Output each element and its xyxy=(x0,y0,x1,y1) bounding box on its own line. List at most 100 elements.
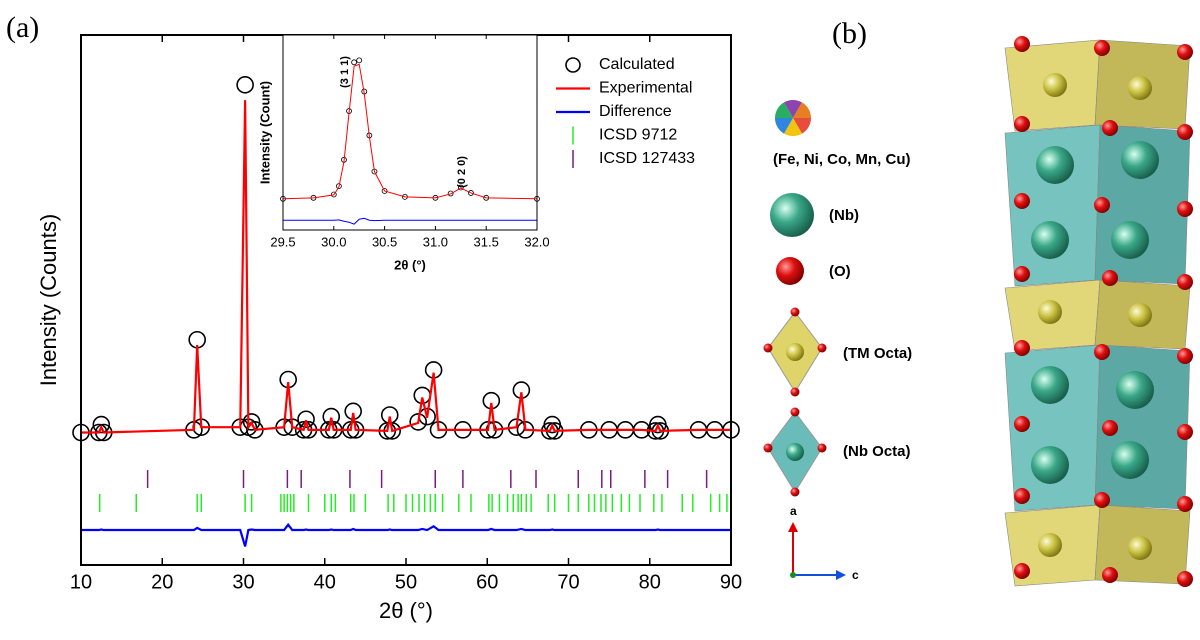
panel-label: (b) xyxy=(832,17,867,50)
o-atom xyxy=(1102,270,1118,286)
o-atom xyxy=(1014,563,1030,579)
o-atom xyxy=(1014,116,1030,132)
nb-atom xyxy=(1031,366,1069,404)
nb-atom xyxy=(1031,221,1069,259)
legend-sphere-wedge xyxy=(775,102,793,118)
data-point xyxy=(322,407,341,426)
legend-text: (O) xyxy=(829,263,851,280)
data-point xyxy=(409,413,427,431)
peak-annotation: (3 1 1) xyxy=(339,56,351,88)
o-atom xyxy=(1177,44,1193,60)
legend-sphere xyxy=(776,257,804,285)
o-atom xyxy=(1014,340,1030,356)
legend-label: ICSD 127433 xyxy=(599,150,695,167)
y-axis-label: Intensity (Count) xyxy=(257,81,272,184)
chart: 29.5 30.0 30.5 31.0 31.5 32.0 2θ (°) Intensity … xyxy=(257,34,550,272)
arrow-head xyxy=(788,522,798,532)
data-point xyxy=(330,191,337,198)
tm-atom xyxy=(1038,300,1062,324)
crystal-structure xyxy=(1004,36,1193,587)
nb-atom xyxy=(1121,141,1159,179)
legend-text: (Nb) xyxy=(829,207,859,224)
o-atom xyxy=(1094,40,1110,56)
o-atom xyxy=(1177,424,1193,440)
x-tick-label: 30.0 xyxy=(321,234,346,249)
legend-text: (Nb Octa) xyxy=(843,443,911,460)
legend-label: ICSD 9712 xyxy=(599,127,677,144)
legend-sphere xyxy=(763,443,773,453)
data-point xyxy=(236,76,254,94)
nb-atom xyxy=(1031,446,1069,484)
structure-legend: (Fe, Ni, Co, Mn, Cu) (Nb) (O) (TM Octa) … xyxy=(763,100,912,582)
legend-sphere-wedge xyxy=(784,100,802,118)
legend-sphere xyxy=(790,407,800,417)
o-atom xyxy=(1014,488,1030,504)
o-atom xyxy=(1102,420,1118,436)
nb-atom xyxy=(1111,441,1149,479)
legend-text: (Fe, Ni, Co, Mn, Cu) xyxy=(773,151,910,168)
data-line xyxy=(283,217,537,225)
arrow-head xyxy=(836,570,846,580)
o-atom xyxy=(1102,120,1118,136)
o-atom xyxy=(1094,492,1110,508)
x-axis-label: 2θ (°) xyxy=(394,257,426,272)
data-point xyxy=(468,190,474,196)
o-atom xyxy=(1177,274,1193,290)
data-point xyxy=(457,184,464,191)
data-point xyxy=(242,413,261,431)
o-atom xyxy=(1177,571,1193,587)
x-tick-label: 30.5 xyxy=(372,234,397,249)
tm-atom xyxy=(1128,303,1152,327)
x-tick-label: 30 xyxy=(232,571,254,593)
x-tick-label: 50 xyxy=(395,571,417,593)
legend-text: (TM Octa) xyxy=(843,345,912,362)
data-point xyxy=(351,59,358,66)
inset-background xyxy=(283,35,537,230)
o-atom xyxy=(1014,193,1030,209)
nb-atom xyxy=(1116,371,1154,409)
data-point xyxy=(335,183,342,190)
o-atom xyxy=(1177,124,1193,140)
x-tick-label: 31.5 xyxy=(474,234,499,249)
legend-label: Calculated xyxy=(599,56,675,73)
o-atom xyxy=(1102,567,1118,583)
legend-sphere xyxy=(786,343,804,361)
legend-sphere xyxy=(790,387,800,397)
x-tick-label: 60 xyxy=(476,571,498,593)
tm-atom xyxy=(1043,73,1067,97)
legend-sphere-wedge xyxy=(775,118,793,134)
legend-sphere-wedge xyxy=(784,118,802,136)
data-point xyxy=(447,190,454,197)
x-tick-label: 70 xyxy=(557,571,579,593)
legend-sphere xyxy=(786,443,804,461)
peak-annotation: (0 2 0) xyxy=(456,156,468,188)
data-point xyxy=(92,415,111,434)
o-atom xyxy=(1177,201,1193,217)
legend-sphere xyxy=(817,343,827,353)
x-tick-label: 80 xyxy=(639,571,661,593)
o-atom xyxy=(1094,197,1110,213)
x-tick-label: 10 xyxy=(70,571,92,593)
axis-origin xyxy=(790,572,796,578)
data-point xyxy=(381,188,388,194)
axis-label: a xyxy=(790,504,797,518)
tm-atom xyxy=(1128,76,1152,100)
y-axis-label: Intensity (Counts) xyxy=(36,214,61,386)
legend-sphere-wedge xyxy=(793,102,811,118)
o-atom xyxy=(1177,348,1193,364)
legend-sphere xyxy=(817,443,827,453)
data-line xyxy=(81,100,731,434)
o-atom xyxy=(1014,266,1030,282)
o-atom xyxy=(1014,416,1030,432)
x-tick-label: 40 xyxy=(314,571,336,593)
legend-sphere-wedge xyxy=(793,118,811,134)
x-axis-label: 2θ (°) xyxy=(379,598,433,623)
data-line xyxy=(81,522,731,547)
legend-marker xyxy=(565,57,581,73)
legend-sphere xyxy=(790,307,800,317)
nb-atom xyxy=(1036,146,1074,184)
panel-label: (a) xyxy=(6,11,39,44)
o-atom xyxy=(1094,344,1110,360)
